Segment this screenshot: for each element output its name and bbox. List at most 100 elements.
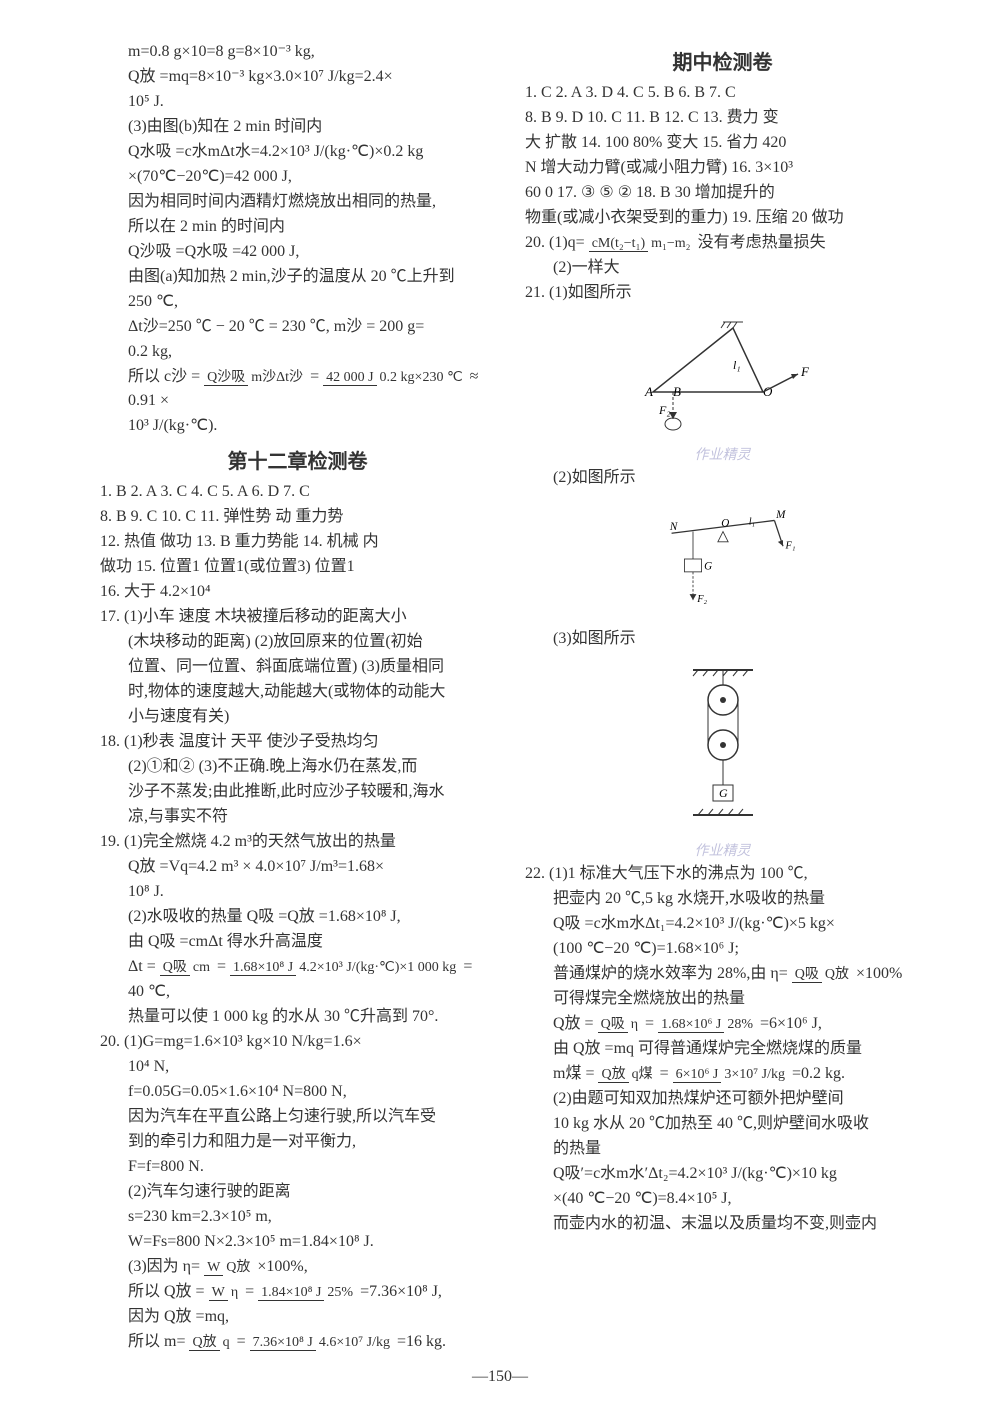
page-number: —150— xyxy=(472,1368,528,1386)
fraction: Q吸cm xyxy=(160,960,213,975)
svg-text:l₁: l₁ xyxy=(733,358,741,372)
answer-line: 物重(或减小衣架受到的重力) 19. 压缩 20 做功 xyxy=(525,206,920,230)
q20-line: W=Fs=800 N×2.3×10⁵ m=1.84×10⁸ J. xyxy=(100,1230,495,1254)
q22-line: 把壶内 20 ℃,5 kg 水烧开,水吸收的热量 xyxy=(525,887,920,911)
q17-line: 位置、同一位置、斜面底端位置) (3)质量相同 xyxy=(100,655,495,679)
q22-line: (2)由题可知双加热煤炉还可额外把炉壁间 xyxy=(525,1087,920,1111)
q17-line: (木块移动的距离) (2)放回原来的位置(初始 xyxy=(100,630,495,654)
q20-line: 因为 Q放 =mq, xyxy=(100,1305,495,1329)
q22-line: Q吸′=c水m水′Δt₂=4.2×10³ J/(kg·℃)×10 kg xyxy=(525,1162,920,1186)
svg-text:B: B xyxy=(673,384,681,399)
text-line: 10³ J/(kg·℃). xyxy=(100,414,495,438)
lever-diagram-2: N O l₁ M F₁ G F₂ xyxy=(633,499,813,619)
pulley-diagram: G xyxy=(633,660,813,830)
fraction: 42 000 J0.2 kg×230 ℃ xyxy=(323,370,466,385)
q20-line: s=230 km=2.3×10⁵ m, xyxy=(100,1205,495,1229)
svg-text:M: M xyxy=(775,509,786,521)
formula-line: 普通煤炉的烧水效率为 28%,由 η= Q吸Q放 ×100% xyxy=(525,962,920,986)
eq: = xyxy=(217,958,230,975)
q18-line: 沙子不蒸发;由此推断,此时应沙子较暖和,海水 xyxy=(100,780,495,804)
text-line: (3)由图(b)知在 2 min 时间内 xyxy=(100,115,495,139)
watermark: 作业精灵 xyxy=(525,840,920,860)
q19-line: 由 Q吸 =cmΔt 得水升高温度 xyxy=(100,930,495,954)
q21-line: 21. (1)如图所示 xyxy=(525,281,920,305)
formula-prefix: 所以 Q放 = xyxy=(128,1283,205,1300)
formula-prefix: 所以 m= xyxy=(128,1333,185,1350)
q18-line: 凉,与事实不符 xyxy=(100,805,495,829)
svg-text:F₂: F₂ xyxy=(696,594,707,605)
q22-line: (100 ℃−20 ℃)=1.68×10⁶ J; xyxy=(525,937,920,961)
formula-line: (3)因为 η= WQ放 ×100%, xyxy=(100,1255,495,1279)
q19-line: Q放 =Vq=4.2 m³ × 4.0×10⁷ J/m³=1.68× xyxy=(100,855,495,879)
q20-line: 20. (1)G=mg=1.6×10³ kg×10 N/kg=1.6× xyxy=(100,1030,495,1054)
q20-line: 因为汽车在平直公路上匀速行驶,所以汽车受 xyxy=(100,1105,495,1129)
fraction: Q放q xyxy=(189,1335,232,1350)
answer-line: 16. 大于 4.2×10⁴ xyxy=(100,580,495,604)
q20-line: F=f=800 N. xyxy=(100,1155,495,1179)
q22-line: 22. (1)1 标准大气压下水的沸点为 100 ℃, xyxy=(525,862,920,886)
svg-text:G: G xyxy=(719,786,728,800)
fraction: Wη xyxy=(209,1285,242,1300)
q20-line: (2)汽车匀速行驶的距离 xyxy=(100,1180,495,1204)
q18-line: 18. (1)秒表 温度计 天平 使沙子受热均匀 xyxy=(100,730,495,754)
formula-suffix: =16 kg. xyxy=(397,1333,446,1350)
text-line: Q水吸 =c水mΔt水=4.2×10³ J/(kg·℃)×0.2 kg xyxy=(100,140,495,164)
svg-text:N: N xyxy=(668,521,677,533)
answer-line: 做功 15. 位置1 位置1(或位置3) 位置1 xyxy=(100,555,495,579)
formula-prefix: 所以 c沙 = xyxy=(128,368,204,385)
text-line: 0.2 kg, xyxy=(100,340,495,364)
formula-line: Δt = Q吸cm = 1.68×10⁸ J4.2×10³ J/(kg·℃)×1… xyxy=(100,955,495,979)
answer-line: 8. B 9. D 10. C 11. B 12. C 13. 费力 变 xyxy=(525,106,920,130)
formula-prefix: Δt = xyxy=(128,958,160,975)
formula-line: 所以 m= Q放q = 7.36×10⁸ J4.6×10⁷ J/kg =16 k… xyxy=(100,1330,495,1354)
svg-text:O: O xyxy=(721,517,729,529)
text-line: 250 ℃, xyxy=(100,290,495,314)
text-line: 所以在 2 min 的时间内 xyxy=(100,215,495,239)
text-line: 10⁵ J. xyxy=(100,90,495,114)
q17-line: 时,物体的速度越大,动能越大(或物体的动能大 xyxy=(100,680,495,704)
fraction: 1.68×10⁸ J4.2×10³ J/(kg·℃)×1 000 kg xyxy=(230,960,459,975)
text-line: 因为相同时间内酒精灯燃烧放出相同的热量, xyxy=(100,190,495,214)
answer-line: 60 0 17. ③ ⑤ ② 18. B 30 增加提升的 xyxy=(525,181,920,205)
q22-line: 的热量 xyxy=(525,1137,920,1161)
formula-prefix: 普通煤炉的烧水效率为 28%,由 η= xyxy=(553,965,788,982)
formula-line: 所以 c沙 = Q沙吸m沙Δt沙 = 42 000 J0.2 kg×230 ℃ … xyxy=(100,365,495,413)
left-column: m=0.8 g×10=8 g=8×10⁻³ kg, Q放 =mq=8×10⁻³ … xyxy=(100,40,495,1376)
fraction: WQ放 xyxy=(204,1260,253,1275)
fraction: cM(t₂−t₁)m₁−m₂ xyxy=(589,236,694,251)
formula-suffix: = xyxy=(463,958,472,975)
q22-line: 10 kg 水从 20 ℃加热至 40 ℃,则炉壁间水吸收 xyxy=(525,1112,920,1136)
svg-text:F₁: F₁ xyxy=(784,541,795,552)
formula-suffix: =7.36×10⁸ J, xyxy=(360,1283,442,1300)
svg-text:F: F xyxy=(800,364,810,379)
formula-suffix: ×100% xyxy=(856,965,902,982)
formula-suffix: =6×10⁶ J, xyxy=(760,1015,822,1032)
fraction: Q放q煤 xyxy=(598,1067,655,1082)
right-column: 期中检测卷 1. C 2. A 3. D 4. C 5. B 6. B 7. C… xyxy=(525,40,920,1376)
formula-suffix: 没有考虑热量损失 xyxy=(698,234,826,251)
svg-text:A: A xyxy=(644,384,653,399)
svg-text:F₂: F₂ xyxy=(658,403,671,417)
formula-suffix: ×100%, xyxy=(257,1258,307,1275)
q22-line: Q吸 =c水m水Δt₁=4.2×10³ J/(kg·℃)×5 kg× xyxy=(525,912,920,936)
fraction: Q吸η xyxy=(598,1017,641,1032)
q22-line: 由 Q放 =mq 可得普通煤炉完全燃烧煤的质量 xyxy=(525,1037,920,1061)
svg-text:G: G xyxy=(704,560,712,572)
formula-prefix: 20. (1)q= xyxy=(525,234,585,251)
q20-line: 10⁴ N, xyxy=(100,1055,495,1079)
q19-line: 热量可以使 1 000 kg 的水从 30 ℃升高到 70°. xyxy=(100,1005,495,1029)
q22-line: ×(40 ℃−20 ℃)=8.4×10⁵ J, xyxy=(525,1187,920,1211)
fraction: 6×10⁶ J3×10⁷ J/kg xyxy=(673,1067,788,1082)
fraction: Q吸Q放 xyxy=(792,967,852,982)
q20-line: 到的牵引力和阻力是一对平衡力, xyxy=(100,1130,495,1154)
eq: = xyxy=(645,1015,654,1032)
answer-line: 1. C 2. A 3. D 4. C 5. B 6. B 7. C xyxy=(525,81,920,105)
q22-line: 而壶内水的初温、末温以及质量均不变,则壶内 xyxy=(525,1212,920,1236)
fraction: Q沙吸m沙Δt沙 xyxy=(204,370,306,385)
svg-text:l₁: l₁ xyxy=(748,517,754,528)
q19-line: 10⁸ J. xyxy=(100,880,495,904)
text-line: Δt沙=250 ℃ − 20 ℃ = 230 ℃, m沙 = 200 g= xyxy=(100,315,495,339)
q21-line: (3)如图所示 xyxy=(525,627,920,651)
q17-line: 小与速度有关) xyxy=(100,705,495,729)
formula-suffix: =0.2 kg. xyxy=(792,1065,845,1082)
